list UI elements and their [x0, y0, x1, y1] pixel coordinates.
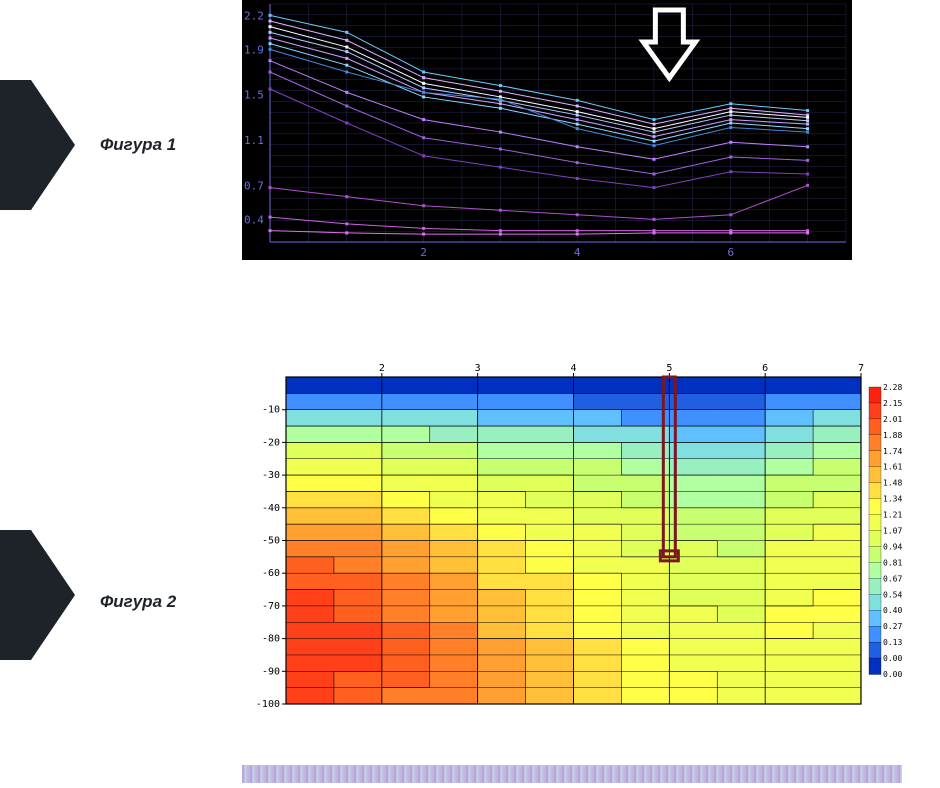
svg-text:-80: -80: [262, 634, 280, 645]
svg-text:2: 2: [379, 363, 385, 374]
svg-text:6: 6: [762, 363, 768, 374]
svg-text:1.9: 1.9: [244, 43, 264, 56]
svg-text:1.07: 1.07: [883, 527, 902, 536]
svg-text:-100: -100: [256, 699, 280, 710]
svg-text:0.81: 0.81: [883, 558, 902, 567]
svg-text:6: 6: [727, 246, 734, 259]
figure1-label: Фигура 1: [100, 135, 176, 155]
svg-text:5: 5: [666, 363, 672, 374]
svg-text:0.54: 0.54: [883, 590, 902, 599]
svg-text:-10: -10: [262, 405, 280, 416]
svg-text:0.67: 0.67: [883, 574, 902, 583]
svg-text:-20: -20: [262, 437, 280, 448]
figure-marker-1: [0, 80, 75, 210]
svg-text:1.5: 1.5: [244, 89, 264, 102]
svg-text:0.4: 0.4: [244, 213, 264, 226]
svg-text:1.74: 1.74: [883, 447, 902, 456]
svg-text:-40: -40: [262, 503, 280, 514]
svg-text:0.13: 0.13: [883, 638, 902, 647]
svg-text:3: 3: [475, 363, 481, 374]
svg-text:0.40: 0.40: [883, 606, 902, 615]
figure2-chart: 2 3 4 5 6 7 -10 -20 -30 -40 -50 -60 -70 -80 -90 -100 2.2…: [242, 355, 907, 710]
svg-text:1.88: 1.88: [883, 431, 902, 440]
svg-text:-90: -90: [262, 666, 280, 677]
figure-marker-2: [0, 530, 75, 660]
svg-text:-50: -50: [262, 536, 280, 547]
svg-text:2.01: 2.01: [883, 415, 902, 424]
svg-text:-30: -30: [262, 470, 280, 481]
figure2-label: Фигура 2: [100, 592, 176, 612]
svg-text:1.21: 1.21: [883, 511, 902, 520]
svg-text:7: 7: [858, 363, 864, 374]
svg-text:0.00: 0.00: [883, 670, 902, 679]
svg-text:-70: -70: [262, 601, 280, 612]
svg-text:1.34: 1.34: [883, 495, 902, 504]
svg-text:0.94: 0.94: [883, 542, 902, 551]
svg-text:1.48: 1.48: [883, 479, 902, 488]
svg-text:2.15: 2.15: [883, 399, 902, 408]
svg-text:0.7: 0.7: [244, 179, 264, 192]
svg-text:4: 4: [570, 363, 576, 374]
svg-text:2.28: 2.28: [883, 383, 902, 392]
svg-text:1.1: 1.1: [244, 134, 264, 147]
svg-text:0.27: 0.27: [883, 622, 902, 631]
svg-text:2.2: 2.2: [244, 9, 264, 22]
svg-text:-60: -60: [262, 568, 280, 579]
svg-text:1.61: 1.61: [883, 463, 902, 472]
svg-text:4: 4: [574, 246, 581, 259]
svg-text:0.00: 0.00: [883, 654, 902, 663]
noise-strip: [242, 765, 902, 783]
figure1-chart: 2 4 6 0.4 0.7 1.1 1.5 1.9 2.2: [242, 0, 852, 260]
svg-text:2: 2: [420, 246, 427, 259]
